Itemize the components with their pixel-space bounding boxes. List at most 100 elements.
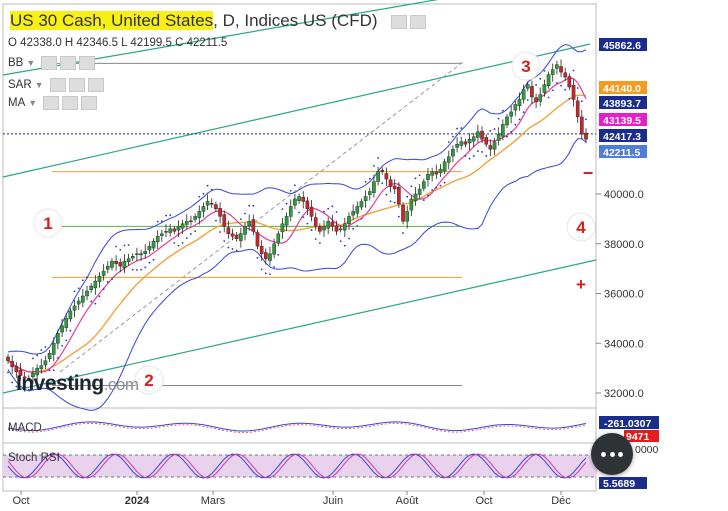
sar-dot (264, 272, 267, 275)
annotation-minus: − (583, 163, 594, 183)
candle-body (530, 86, 534, 98)
chevron-down-icon[interactable]: ▼ (26, 58, 36, 69)
candle-body (409, 198, 414, 211)
candle-body (338, 228, 343, 231)
candle-body (39, 365, 44, 369)
candle-body (476, 131, 480, 138)
indicator-ma[interactable]: MA ▼ (8, 96, 98, 110)
candle-body (135, 253, 139, 255)
gear-icon[interactable] (62, 96, 79, 110)
sar-dot (115, 245, 118, 248)
chevron-down-icon[interactable]: ▼ (34, 80, 44, 91)
candle-body (480, 130, 484, 140)
sar-dot (235, 249, 238, 252)
close-icon[interactable] (87, 78, 104, 92)
candle-body (280, 223, 285, 233)
sar-dot (106, 281, 109, 283)
annotation-circle (566, 212, 596, 242)
eye-icon[interactable] (41, 56, 58, 70)
macd-line (7, 421, 587, 432)
candle-body (359, 201, 364, 208)
candle-body (297, 196, 301, 202)
gear-icon[interactable] (60, 56, 77, 70)
sar-dot (198, 195, 201, 198)
sar-dot (327, 207, 330, 210)
candle-body (426, 173, 430, 180)
candle-body (76, 300, 81, 305)
sar-dot (111, 278, 113, 280)
candle-body (330, 221, 335, 227)
sar-dot (377, 157, 379, 159)
candle-body (205, 201, 210, 206)
candle-body (10, 361, 14, 368)
sar-dot (277, 253, 280, 256)
sar-dot (144, 266, 147, 269)
indicator-sar[interactable]: SAR ▼ (8, 78, 104, 92)
sar-dot (514, 123, 517, 126)
candle-body (442, 161, 447, 172)
close-icon[interactable] (81, 96, 98, 110)
sar-dot (393, 201, 396, 204)
price-tag (599, 113, 647, 126)
sar-dot (56, 357, 59, 359)
candle-body (388, 179, 393, 187)
sar-dot (310, 229, 313, 231)
candle-body (89, 285, 93, 290)
eye-icon[interactable] (49, 78, 66, 92)
eye-icon[interactable] (391, 15, 408, 30)
candle-body (168, 228, 172, 233)
sar-dot (15, 385, 18, 388)
candle-body (580, 116, 584, 135)
instrument-details: , D, Indices US (CFD) (213, 11, 378, 30)
candle-body (26, 377, 31, 380)
eye-icon[interactable] (43, 96, 60, 110)
sar-dot (19, 388, 22, 391)
x-tick-label: Oct (12, 495, 29, 507)
candle-body (322, 226, 326, 231)
candle-body (214, 204, 218, 210)
candle-body (318, 226, 322, 232)
sar-dot (302, 216, 305, 219)
sar-dot (285, 202, 288, 205)
ma-slow-line (7, 94, 587, 373)
candle-body (255, 232, 260, 247)
gear-icon[interactable] (68, 78, 85, 92)
sar-dot (422, 199, 425, 201)
sar-dot (526, 99, 529, 101)
price-tag (599, 38, 647, 51)
sar-dot (194, 230, 197, 233)
candle-body (343, 223, 347, 231)
more-options-button[interactable] (591, 433, 633, 475)
macd-label: MACD (8, 422, 42, 434)
sar-dot (210, 188, 213, 191)
sar-dot (373, 164, 375, 167)
price-tag-label: 42417.3 (603, 131, 641, 143)
candle-body (438, 168, 443, 174)
chevron-down-icon[interactable]: ▼ (28, 98, 38, 109)
sar-dot (94, 302, 97, 305)
price-tag (599, 145, 647, 158)
candle-body (105, 265, 110, 270)
sar-dot (281, 208, 284, 211)
candle-body (143, 251, 148, 254)
indicator-label: SAR (8, 79, 32, 92)
sar-dot (219, 231, 221, 233)
gear-icon[interactable] (410, 15, 427, 30)
sar-dot (510, 131, 513, 133)
sar-dot (81, 279, 84, 282)
sar-dot (476, 150, 479, 152)
sar-dot (456, 127, 458, 130)
annotation-3: 3 (521, 57, 530, 76)
candle-body (81, 295, 85, 303)
candle-body (243, 226, 247, 235)
candle-body (563, 72, 568, 78)
sar-dot (506, 135, 508, 138)
indicator-bb[interactable]: BB ▼ (8, 56, 96, 70)
candle-body (534, 97, 538, 103)
close-icon[interactable] (79, 56, 96, 70)
annotation-4: 4 (576, 218, 586, 237)
sar-dot (585, 118, 587, 121)
investing-logo: Investing.com (16, 372, 139, 395)
